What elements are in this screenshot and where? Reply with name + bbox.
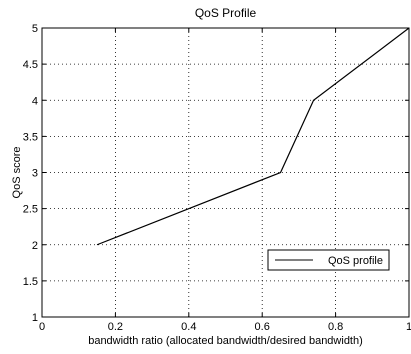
series-line-qos-profile: [96, 27, 410, 246]
series-layer: [96, 27, 410, 246]
x-tick-label: 0: [39, 321, 45, 333]
chart-title: QoS Profile: [195, 6, 257, 20]
y-tick-label: 4: [32, 95, 38, 107]
ticks: 0 0.2 0.4 0.6 0.8 1 1 1.5 2 2.5 3 3.5 4 4.5 5: [23, 23, 411, 333]
legend-box: [267, 249, 390, 271]
y-tick-label: 5: [32, 23, 38, 35]
x-axis-label: bandwidth ratio (allocated bandwidth/des…: [88, 335, 363, 347]
x-tick-label: 1: [406, 321, 411, 333]
x-tick-label: 0.6: [255, 321, 270, 333]
y-axis-label: QoS score: [11, 147, 23, 199]
y-tick-label: 1: [32, 312, 38, 324]
legend-label: QoS profile: [328, 255, 383, 267]
y-tick-label: 4.5: [23, 59, 38, 71]
grid: [42, 28, 409, 317]
y-tick-label: 3: [32, 168, 38, 180]
y-tick-label: 3.5: [23, 131, 38, 143]
x-tick-label: 0.2: [108, 321, 123, 333]
y-tick-label: 2: [32, 240, 38, 252]
x-tick-label: 0.4: [181, 321, 196, 333]
y-tick-label: 1.5: [23, 276, 38, 288]
y-tick-label: 2.5: [23, 204, 38, 216]
x-tick-label: 0.8: [328, 321, 343, 333]
legend: QoS profile: [267, 249, 390, 271]
plot-frame: [41, 27, 410, 318]
